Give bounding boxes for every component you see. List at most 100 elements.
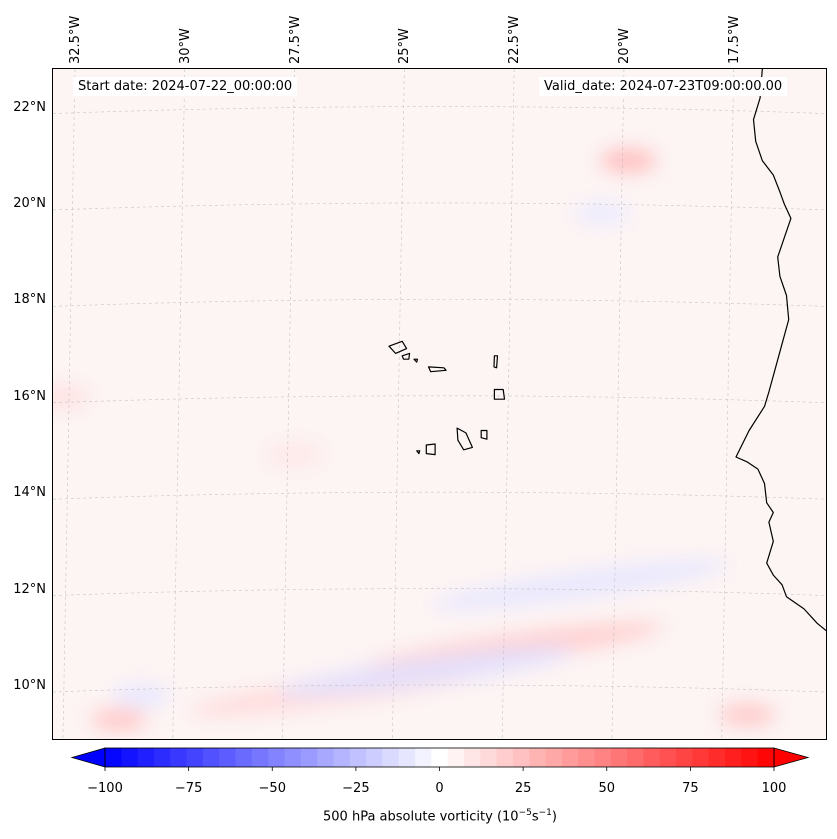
- colorbar-tick-label: 0: [435, 781, 444, 796]
- longitude-label: 20°W: [616, 28, 632, 64]
- colorbar-tick-label: −25: [342, 781, 370, 796]
- colorbar-segment: [186, 748, 204, 767]
- start-date-label: Start date: 2024-07-22_00:00:00: [73, 77, 298, 96]
- colorbar-tick-label: 50: [598, 781, 616, 796]
- colorbar-segment: [317, 748, 335, 767]
- meridian-line: [172, 69, 186, 739]
- colorbar-segment: [610, 748, 628, 767]
- meridian-line: [282, 69, 295, 739]
- parallel-line: [53, 106, 826, 114]
- colorbar-segment: [366, 748, 383, 767]
- colorbar-segment: [105, 748, 122, 767]
- island-santiago: [456, 427, 473, 451]
- colorbar-segment: [757, 748, 775, 767]
- colorbar-segment: [333, 748, 351, 767]
- vorticity-feature-max-west-edge: [53, 384, 90, 409]
- latitude-label: 20°N: [13, 195, 46, 211]
- colorbar-tick-label: −100: [87, 781, 123, 796]
- colorbar-segment: [512, 748, 530, 767]
- colorbar-label: 500 hPa absolute vorticity (10−5s−1): [323, 808, 557, 825]
- colorbar-segment: [447, 748, 465, 767]
- vorticity-feature-max-15n-band: [266, 442, 323, 467]
- vorticity-feature-band-12n-negative: [431, 559, 729, 610]
- colorbar-segment: [251, 748, 269, 767]
- colorbar-segment: [529, 748, 547, 767]
- longitude-label: 22.5°W: [507, 15, 523, 64]
- colorbar-segment: [382, 748, 400, 767]
- longitude-label: 25°W: [397, 28, 413, 64]
- map-panel[interactable]: [52, 68, 827, 740]
- colorbar-segment: [415, 748, 432, 767]
- colorbar-segment: [202, 748, 220, 767]
- vorticity-feature-band-south-negative: [277, 646, 575, 697]
- colorbar-min-extend: [70, 747, 106, 768]
- colorbar-segment: [398, 748, 416, 767]
- colorbar-segment: [627, 748, 645, 767]
- island-sal: [493, 355, 499, 369]
- vorticity-field: [53, 148, 775, 732]
- colorbar-segment: [741, 748, 759, 767]
- colorbar-tick-label: −75: [174, 781, 203, 796]
- vorticity-feature-max-21n: [600, 148, 657, 173]
- colorbar-segment: [561, 748, 579, 767]
- island-santa-luzia: [413, 358, 419, 363]
- colorbar-segment: [692, 748, 710, 767]
- latitude-label: 16°N: [13, 388, 46, 404]
- colorbar-segment: [659, 748, 677, 767]
- latitude-label: 22°N: [13, 99, 46, 115]
- colorbar-segment: [676, 748, 694, 767]
- parallel-line: [53, 588, 826, 596]
- colorbar-segment: [480, 748, 498, 767]
- colorbar-max-extend: [773, 747, 810, 768]
- vorticity-map[interactable]: [53, 69, 826, 739]
- parallel-line: [53, 395, 826, 404]
- longitude-label: 30°W: [177, 28, 193, 64]
- colorbar-tick-label: −50: [258, 781, 286, 796]
- latitude-label: 12°N: [13, 581, 46, 597]
- parallel-line: [53, 299, 826, 307]
- colorbar-segment: [463, 748, 481, 767]
- vorticity-feature-max-se-corner: [718, 702, 775, 727]
- longitude-label: 27.5°W: [287, 15, 303, 64]
- meridian-line: [392, 69, 405, 739]
- graticule: [53, 69, 826, 739]
- colorbar-segment: [137, 748, 155, 767]
- meridian-line: [62, 69, 76, 739]
- latitude-label: 14°N: [13, 485, 46, 501]
- colorbar-tick-label: 25: [514, 781, 532, 796]
- colorbar-segment: [431, 748, 449, 767]
- colorbar-segment: [284, 748, 302, 767]
- colorbar-segment: [545, 748, 563, 767]
- colorbar-segment: [725, 748, 742, 767]
- colorbar-tick-label: 100: [761, 781, 787, 796]
- colorbar-segment: [594, 748, 612, 767]
- vorticity-feature-max-sw-corner: [90, 707, 147, 732]
- island-brava: [416, 450, 421, 455]
- longitude-label: 32.5°W: [67, 15, 83, 64]
- parallel-line: [53, 684, 826, 693]
- parallel-line: [53, 491, 826, 500]
- colorbar-segment: [708, 748, 726, 767]
- valid-date-label: Valid_date: 2024-07-23T09:00:00.00: [539, 77, 788, 96]
- islands: [388, 340, 506, 456]
- vorticity-feature-min-sw-corner: [112, 683, 169, 708]
- island-boa-vista: [493, 388, 506, 400]
- meridian-line: [501, 69, 515, 739]
- colorbar-segment: [578, 748, 596, 767]
- island-fogo: [425, 443, 436, 456]
- colorbar-segment: [153, 748, 171, 767]
- colorbar-segment: [170, 748, 188, 767]
- colorbar-segment: [268, 748, 286, 767]
- meridian-line: [721, 69, 735, 739]
- longitude-label: 17.5°W: [726, 15, 742, 64]
- island-santo-antao: [388, 340, 408, 354]
- vorticity-feature-min-20n: [574, 201, 631, 226]
- colorbar-segment: [121, 748, 139, 767]
- island-maio: [480, 429, 488, 440]
- island-sao-vicente: [401, 352, 411, 360]
- parallel-line: [53, 202, 826, 211]
- colorbar-segment: [349, 748, 367, 767]
- colorbar-segment: [496, 748, 514, 767]
- colorbar-segment: [300, 748, 318, 767]
- latitude-label: 10°N: [13, 677, 46, 693]
